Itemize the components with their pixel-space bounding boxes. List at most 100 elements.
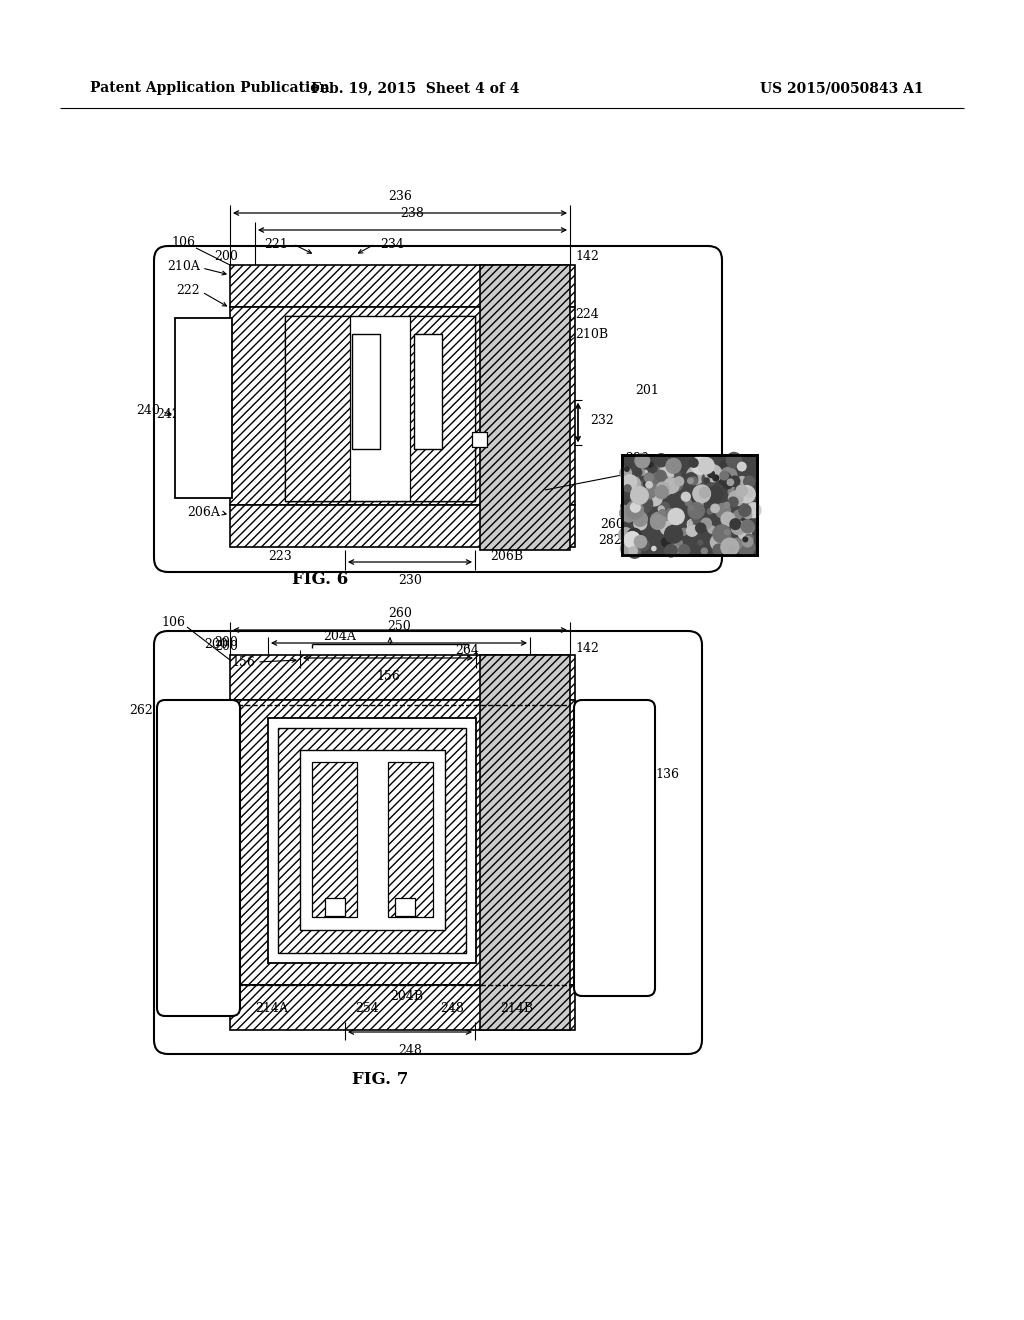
Circle shape (705, 465, 722, 482)
Circle shape (696, 500, 702, 508)
Circle shape (702, 465, 708, 470)
Bar (230, 655, 575, 700)
Circle shape (624, 484, 631, 492)
Circle shape (624, 475, 640, 492)
Circle shape (701, 519, 712, 528)
Circle shape (634, 517, 646, 529)
Circle shape (637, 498, 644, 504)
Circle shape (738, 528, 752, 540)
Text: 204A: 204A (324, 631, 356, 644)
Circle shape (728, 498, 738, 507)
Bar (352, 334, 380, 449)
Circle shape (713, 475, 719, 480)
Text: 156: 156 (231, 656, 255, 669)
Circle shape (625, 466, 629, 471)
Circle shape (644, 473, 653, 482)
Circle shape (718, 473, 731, 484)
Bar (395, 898, 415, 916)
Circle shape (669, 527, 677, 536)
Text: 266: 266 (156, 845, 180, 858)
Circle shape (625, 536, 636, 548)
Circle shape (708, 525, 716, 533)
Circle shape (736, 499, 742, 506)
Text: 238: 238 (400, 207, 424, 220)
Circle shape (700, 523, 705, 527)
Circle shape (685, 499, 691, 506)
Circle shape (698, 540, 702, 545)
Bar (230, 985, 575, 1030)
Circle shape (621, 541, 636, 556)
Circle shape (706, 486, 723, 503)
Text: Patent Application Publication: Patent Application Publication (90, 81, 330, 95)
Circle shape (700, 457, 706, 462)
Circle shape (690, 496, 694, 500)
Circle shape (729, 546, 735, 552)
Circle shape (650, 461, 658, 470)
Circle shape (675, 471, 681, 478)
Circle shape (716, 529, 724, 537)
Bar (175, 318, 232, 498)
Circle shape (699, 487, 710, 498)
Circle shape (624, 500, 629, 504)
Circle shape (670, 513, 680, 524)
Circle shape (689, 458, 698, 467)
Circle shape (666, 508, 675, 519)
Text: 234: 234 (380, 238, 403, 251)
Circle shape (737, 462, 746, 471)
Circle shape (656, 482, 670, 495)
Circle shape (629, 546, 637, 556)
Circle shape (737, 477, 746, 486)
Circle shape (624, 507, 637, 520)
Bar (472, 432, 487, 447)
Circle shape (650, 515, 666, 529)
Text: 204B: 204B (390, 990, 423, 1002)
Text: 210B: 210B (575, 329, 608, 342)
Circle shape (735, 486, 744, 495)
Text: 156: 156 (376, 671, 400, 682)
Circle shape (628, 544, 642, 558)
Circle shape (743, 537, 748, 541)
Circle shape (650, 512, 666, 528)
Circle shape (724, 529, 730, 535)
Circle shape (728, 488, 734, 495)
Circle shape (742, 521, 754, 533)
Circle shape (688, 520, 692, 525)
Circle shape (738, 540, 755, 556)
Circle shape (679, 545, 690, 556)
Circle shape (666, 511, 679, 524)
Text: 200: 200 (214, 640, 238, 653)
Circle shape (740, 536, 753, 548)
Circle shape (701, 488, 708, 495)
Circle shape (711, 504, 719, 512)
Text: 106: 106 (171, 235, 195, 248)
Text: 282: 282 (598, 533, 622, 546)
Circle shape (666, 458, 681, 474)
Circle shape (625, 532, 640, 546)
Circle shape (628, 504, 638, 515)
Text: 154: 154 (575, 722, 599, 734)
Circle shape (725, 539, 733, 546)
Text: 268: 268 (630, 785, 654, 799)
Circle shape (635, 520, 640, 525)
Circle shape (681, 492, 690, 502)
Circle shape (646, 482, 652, 488)
Circle shape (711, 535, 727, 550)
Circle shape (695, 457, 708, 469)
Circle shape (736, 486, 748, 496)
Text: 152: 152 (630, 983, 653, 997)
Circle shape (727, 479, 733, 486)
Circle shape (625, 513, 633, 521)
Circle shape (688, 478, 693, 483)
Text: 242: 242 (157, 408, 180, 421)
Circle shape (647, 462, 653, 467)
Text: 221: 221 (264, 238, 288, 251)
Text: US 2015/0050843 A1: US 2015/0050843 A1 (760, 81, 924, 95)
Text: 201: 201 (635, 384, 658, 396)
Circle shape (721, 512, 735, 525)
Text: 254: 254 (355, 1002, 379, 1015)
Circle shape (643, 480, 650, 487)
Circle shape (623, 475, 637, 488)
Circle shape (705, 463, 711, 469)
Circle shape (626, 502, 643, 519)
Circle shape (742, 536, 753, 546)
